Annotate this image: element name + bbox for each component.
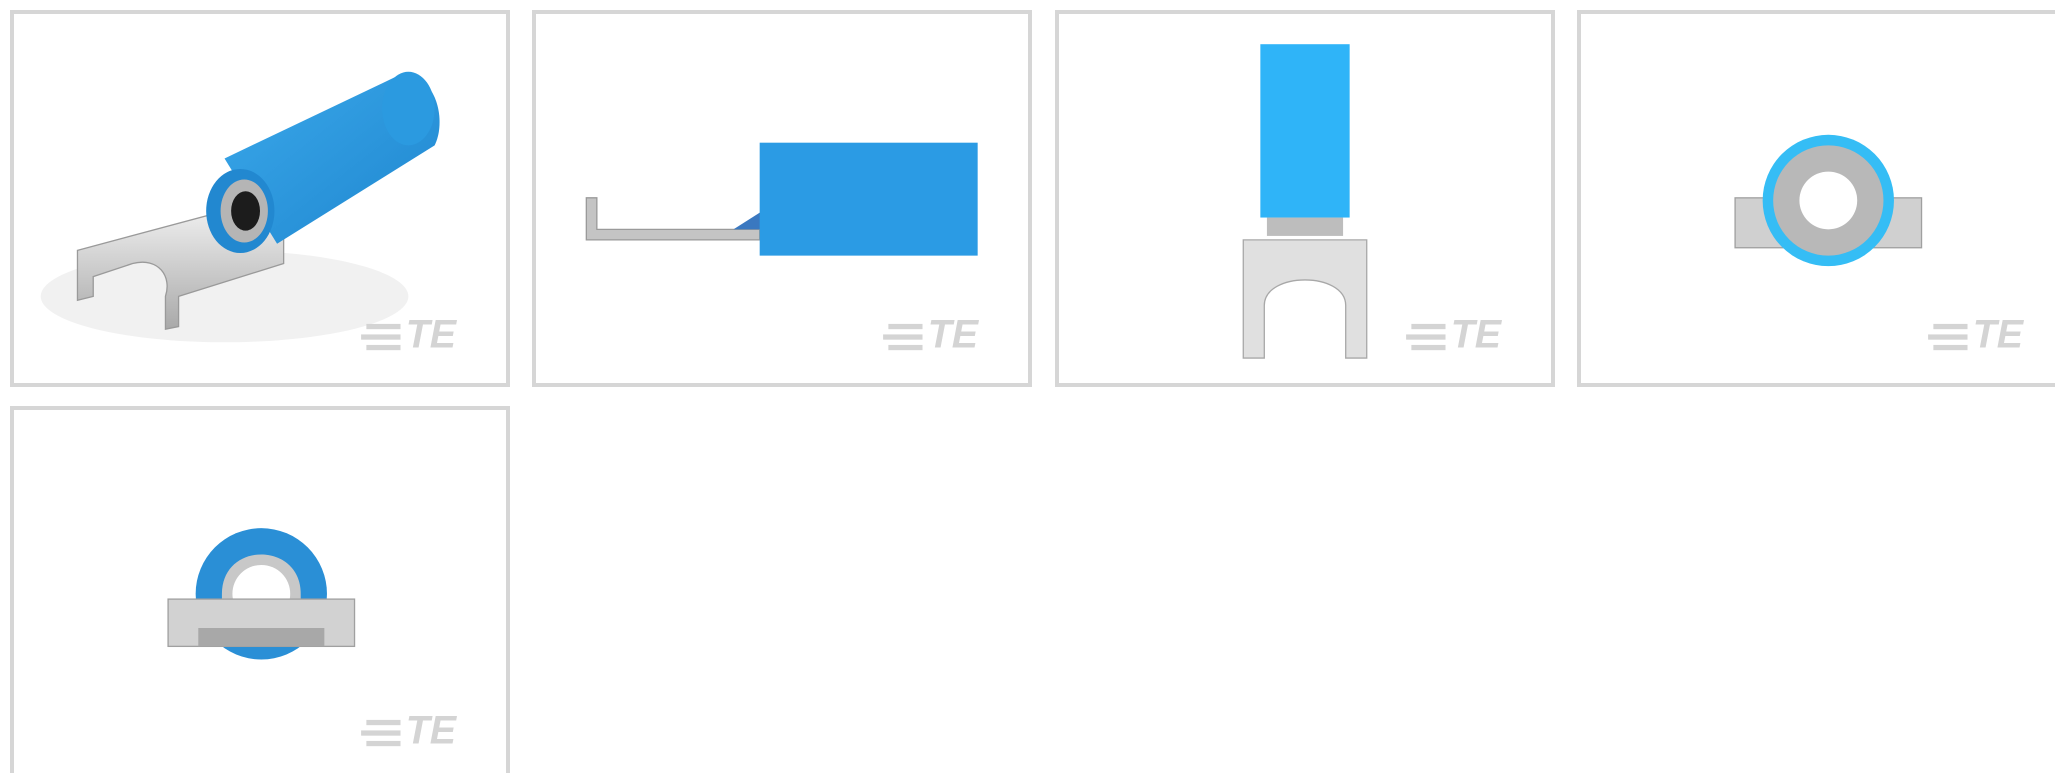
thumbnail[interactable]: TE [10, 406, 510, 773]
watermark: TE [928, 312, 980, 356]
thumbnail[interactable]: TE [532, 10, 1032, 387]
watermark-logo: TE [1928, 312, 2025, 356]
thumbnail[interactable]: TE [10, 10, 510, 387]
product-image: TE [40, 71, 458, 356]
watermark: TE [406, 708, 458, 752]
product-image: TE [1242, 44, 1503, 359]
watermark: TE [1451, 312, 1503, 356]
watermark-logo: TE [361, 708, 458, 752]
product-image: TE [585, 142, 980, 356]
product-image: TE [167, 528, 458, 752]
thumbnail[interactable]: TE [1055, 10, 1555, 387]
product-image: TE [1734, 134, 2025, 356]
watermark: TE [406, 312, 458, 356]
watermark-logo: TE [361, 312, 458, 356]
watermark-logo: TE [883, 312, 980, 356]
watermark: TE [1973, 312, 2025, 356]
watermark-logo: TE [1406, 312, 1503, 356]
thumbnail[interactable]: TE [1577, 10, 2055, 387]
